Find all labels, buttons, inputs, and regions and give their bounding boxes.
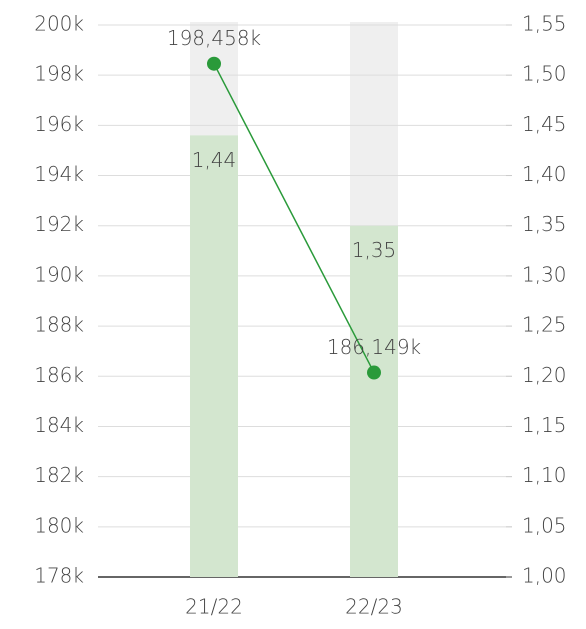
- bar-value-label: 1,44: [192, 148, 237, 172]
- line-value-label: 198,458k: [167, 26, 261, 50]
- y2-tick-label: 1,20: [522, 363, 567, 387]
- y2-tick-label: 1,25: [522, 313, 567, 337]
- y-tick-label: 184k: [34, 413, 84, 437]
- y2-tick-label: 1,00: [522, 564, 567, 588]
- bar-value-label: 1,35: [352, 238, 397, 262]
- y2-tick-label: 1,10: [522, 463, 567, 487]
- y-tick-label: 196k: [34, 112, 84, 136]
- y2-tick-label: 1,40: [522, 162, 567, 186]
- y-tick-label: 178k: [34, 564, 84, 588]
- x-tick-label: 21/22: [185, 595, 243, 619]
- y-tick-label: 198k: [34, 62, 84, 86]
- line-point: [207, 56, 221, 71]
- y2-tick-label: 1,30: [522, 262, 567, 286]
- bar: [190, 135, 238, 577]
- line: [213, 63, 375, 373]
- y2-tick-label: 1,05: [522, 513, 567, 537]
- y2-tick-label: 1,35: [522, 212, 567, 236]
- y2-tick-label: 1,15: [522, 413, 567, 437]
- line-point: [367, 365, 381, 380]
- y-tick-label: 192k: [34, 212, 84, 236]
- y-tick-label: 188k: [34, 313, 84, 337]
- x-tick-label: 22/23: [345, 595, 403, 619]
- y-tick-label: 180k: [34, 513, 84, 537]
- y2-tick-label: 1,55: [522, 12, 567, 36]
- y-tick-label: 186k: [34, 363, 84, 387]
- y-tick-label: 194k: [34, 162, 84, 186]
- y-tick-label: 182k: [34, 463, 84, 487]
- bar: [350, 225, 398, 577]
- y-tick-label: 200k: [34, 12, 84, 36]
- line-value-label: 186,149k: [327, 335, 421, 359]
- y2-tick-label: 1,45: [522, 112, 567, 136]
- y-tick-label: 190k: [34, 262, 84, 286]
- y2-tick-label: 1,50: [522, 62, 567, 86]
